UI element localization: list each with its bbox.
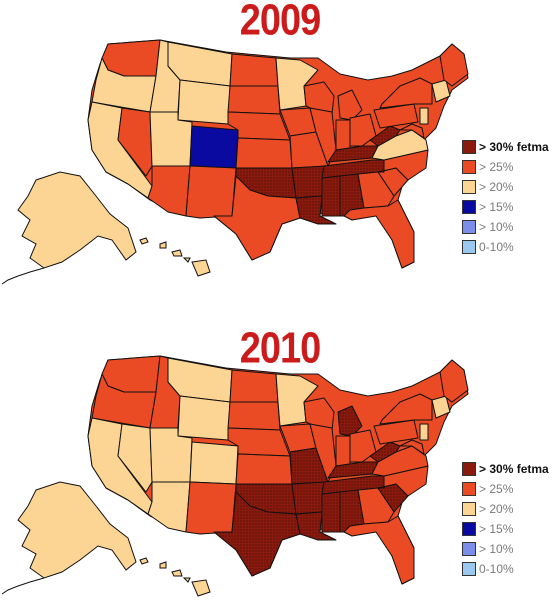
state-texas: [213, 175, 301, 261]
state-north-carolina: [377, 465, 429, 497]
state-kansas: [235, 453, 293, 485]
legend-item: 0-10%: [462, 238, 549, 256]
state-north-dakota: [229, 53, 279, 87]
us-obesity-map-2010: [1, 355, 469, 597]
state-new-jersey: [419, 423, 429, 441]
state-wyoming: [177, 79, 231, 125]
legend-label: > 25%: [479, 160, 514, 174]
legend-2010: > 30% fetma > 25% > 20% > 15% > 10% 0-10…: [462, 460, 549, 580]
state-georgia: [357, 171, 395, 209]
legend-swatch: [462, 482, 476, 496]
state-virginia: [371, 445, 429, 477]
legend-item: > 10%: [462, 218, 549, 236]
state-arizona: [147, 481, 191, 533]
legend-swatch: [462, 180, 476, 194]
state-arkansas: [291, 165, 327, 199]
legend-label: > 20%: [479, 180, 514, 194]
state-new-mexico: [185, 165, 237, 219]
state-arizona: [147, 165, 191, 217]
us-obesity-map-2009: [1, 39, 469, 285]
state-michigan: [337, 405, 363, 437]
state-south-dakota: [227, 85, 281, 115]
state-kansas: [235, 137, 293, 169]
legend-swatch: [462, 140, 476, 154]
legend-label: > 30% fetma: [479, 140, 549, 154]
state-new-england: [431, 79, 451, 103]
alaska-islands: [1, 267, 45, 285]
state-mississippi: [321, 491, 341, 533]
state-indiana: [335, 435, 351, 467]
legend-label: > 15%: [479, 200, 514, 214]
legend-label: > 15%: [479, 522, 514, 536]
state-ohio: [349, 429, 377, 463]
legend-item: 0-10%: [462, 560, 549, 578]
legend-swatch: [462, 522, 476, 536]
state-texas: [213, 491, 301, 577]
legend-label: > 10%: [479, 542, 514, 556]
state-nevada: [117, 107, 153, 177]
legend-label: 0-10%: [479, 240, 514, 254]
state-maine: [439, 43, 469, 87]
state-new-york: [379, 77, 433, 109]
legend-swatch: [462, 502, 476, 516]
state-north-carolina: [377, 149, 429, 181]
state-alaska: [17, 171, 137, 269]
state-colorado: [189, 441, 239, 485]
state-maryland: [399, 123, 425, 139]
state-alaska: [17, 481, 137, 579]
legend-item: > 25%: [462, 480, 549, 498]
alaska-islands: [1, 577, 45, 595]
legend-item: > 30% fetma: [462, 460, 549, 478]
state-virginia: [371, 129, 429, 161]
legend-2009: > 30% fetma > 25% > 20% > 15% > 10% 0-10…: [462, 138, 549, 258]
year-title-2010: 2010: [239, 324, 322, 374]
state-colorado: [189, 125, 239, 169]
legend-item: > 15%: [462, 520, 549, 538]
state-florida: [343, 199, 415, 269]
legend-swatch: [462, 462, 476, 476]
legend-swatch: [462, 220, 476, 234]
state-maryland: [399, 439, 425, 455]
state-new-york: [379, 393, 433, 425]
state-georgia: [357, 487, 395, 525]
state-south-dakota: [227, 401, 281, 431]
legend-label: 0-10%: [479, 562, 514, 576]
map-panel-2010: 2010: [0, 310, 560, 610]
state-maine: [439, 359, 469, 403]
state-ohio: [349, 113, 377, 147]
legend-swatch: [462, 240, 476, 254]
legend-item: > 20%: [462, 178, 549, 196]
legend-label: > 25%: [479, 482, 514, 496]
legend-label: > 30% fetma: [479, 462, 549, 476]
state-north-dakota: [229, 369, 279, 403]
state-new-england: [431, 395, 451, 419]
legend-swatch: [462, 160, 476, 174]
state-new-mexico: [185, 481, 237, 535]
state-arkansas: [291, 481, 327, 515]
year-title-2009: 2009: [239, 0, 322, 46]
state-hawaii: [139, 237, 211, 277]
state-mississippi: [321, 175, 341, 217]
legend-item: > 25%: [462, 158, 549, 176]
legend-label: > 20%: [479, 502, 514, 516]
legend-item: > 20%: [462, 500, 549, 518]
state-nevada: [117, 423, 153, 493]
legend-swatch: [462, 200, 476, 214]
legend-item: > 10%: [462, 540, 549, 558]
legend-swatch: [462, 542, 476, 556]
legend-item: > 15%: [462, 198, 549, 216]
legend-swatch: [462, 562, 476, 576]
state-wyoming: [177, 395, 231, 441]
legend-item: > 30% fetma: [462, 138, 549, 156]
state-florida: [343, 515, 415, 585]
map-panel-2009: 2009: [0, 0, 560, 300]
state-indiana: [335, 119, 351, 151]
legend-label: > 10%: [479, 220, 514, 234]
state-michigan: [337, 89, 363, 121]
state-hawaii: [139, 557, 211, 597]
state-new-jersey: [419, 107, 429, 125]
